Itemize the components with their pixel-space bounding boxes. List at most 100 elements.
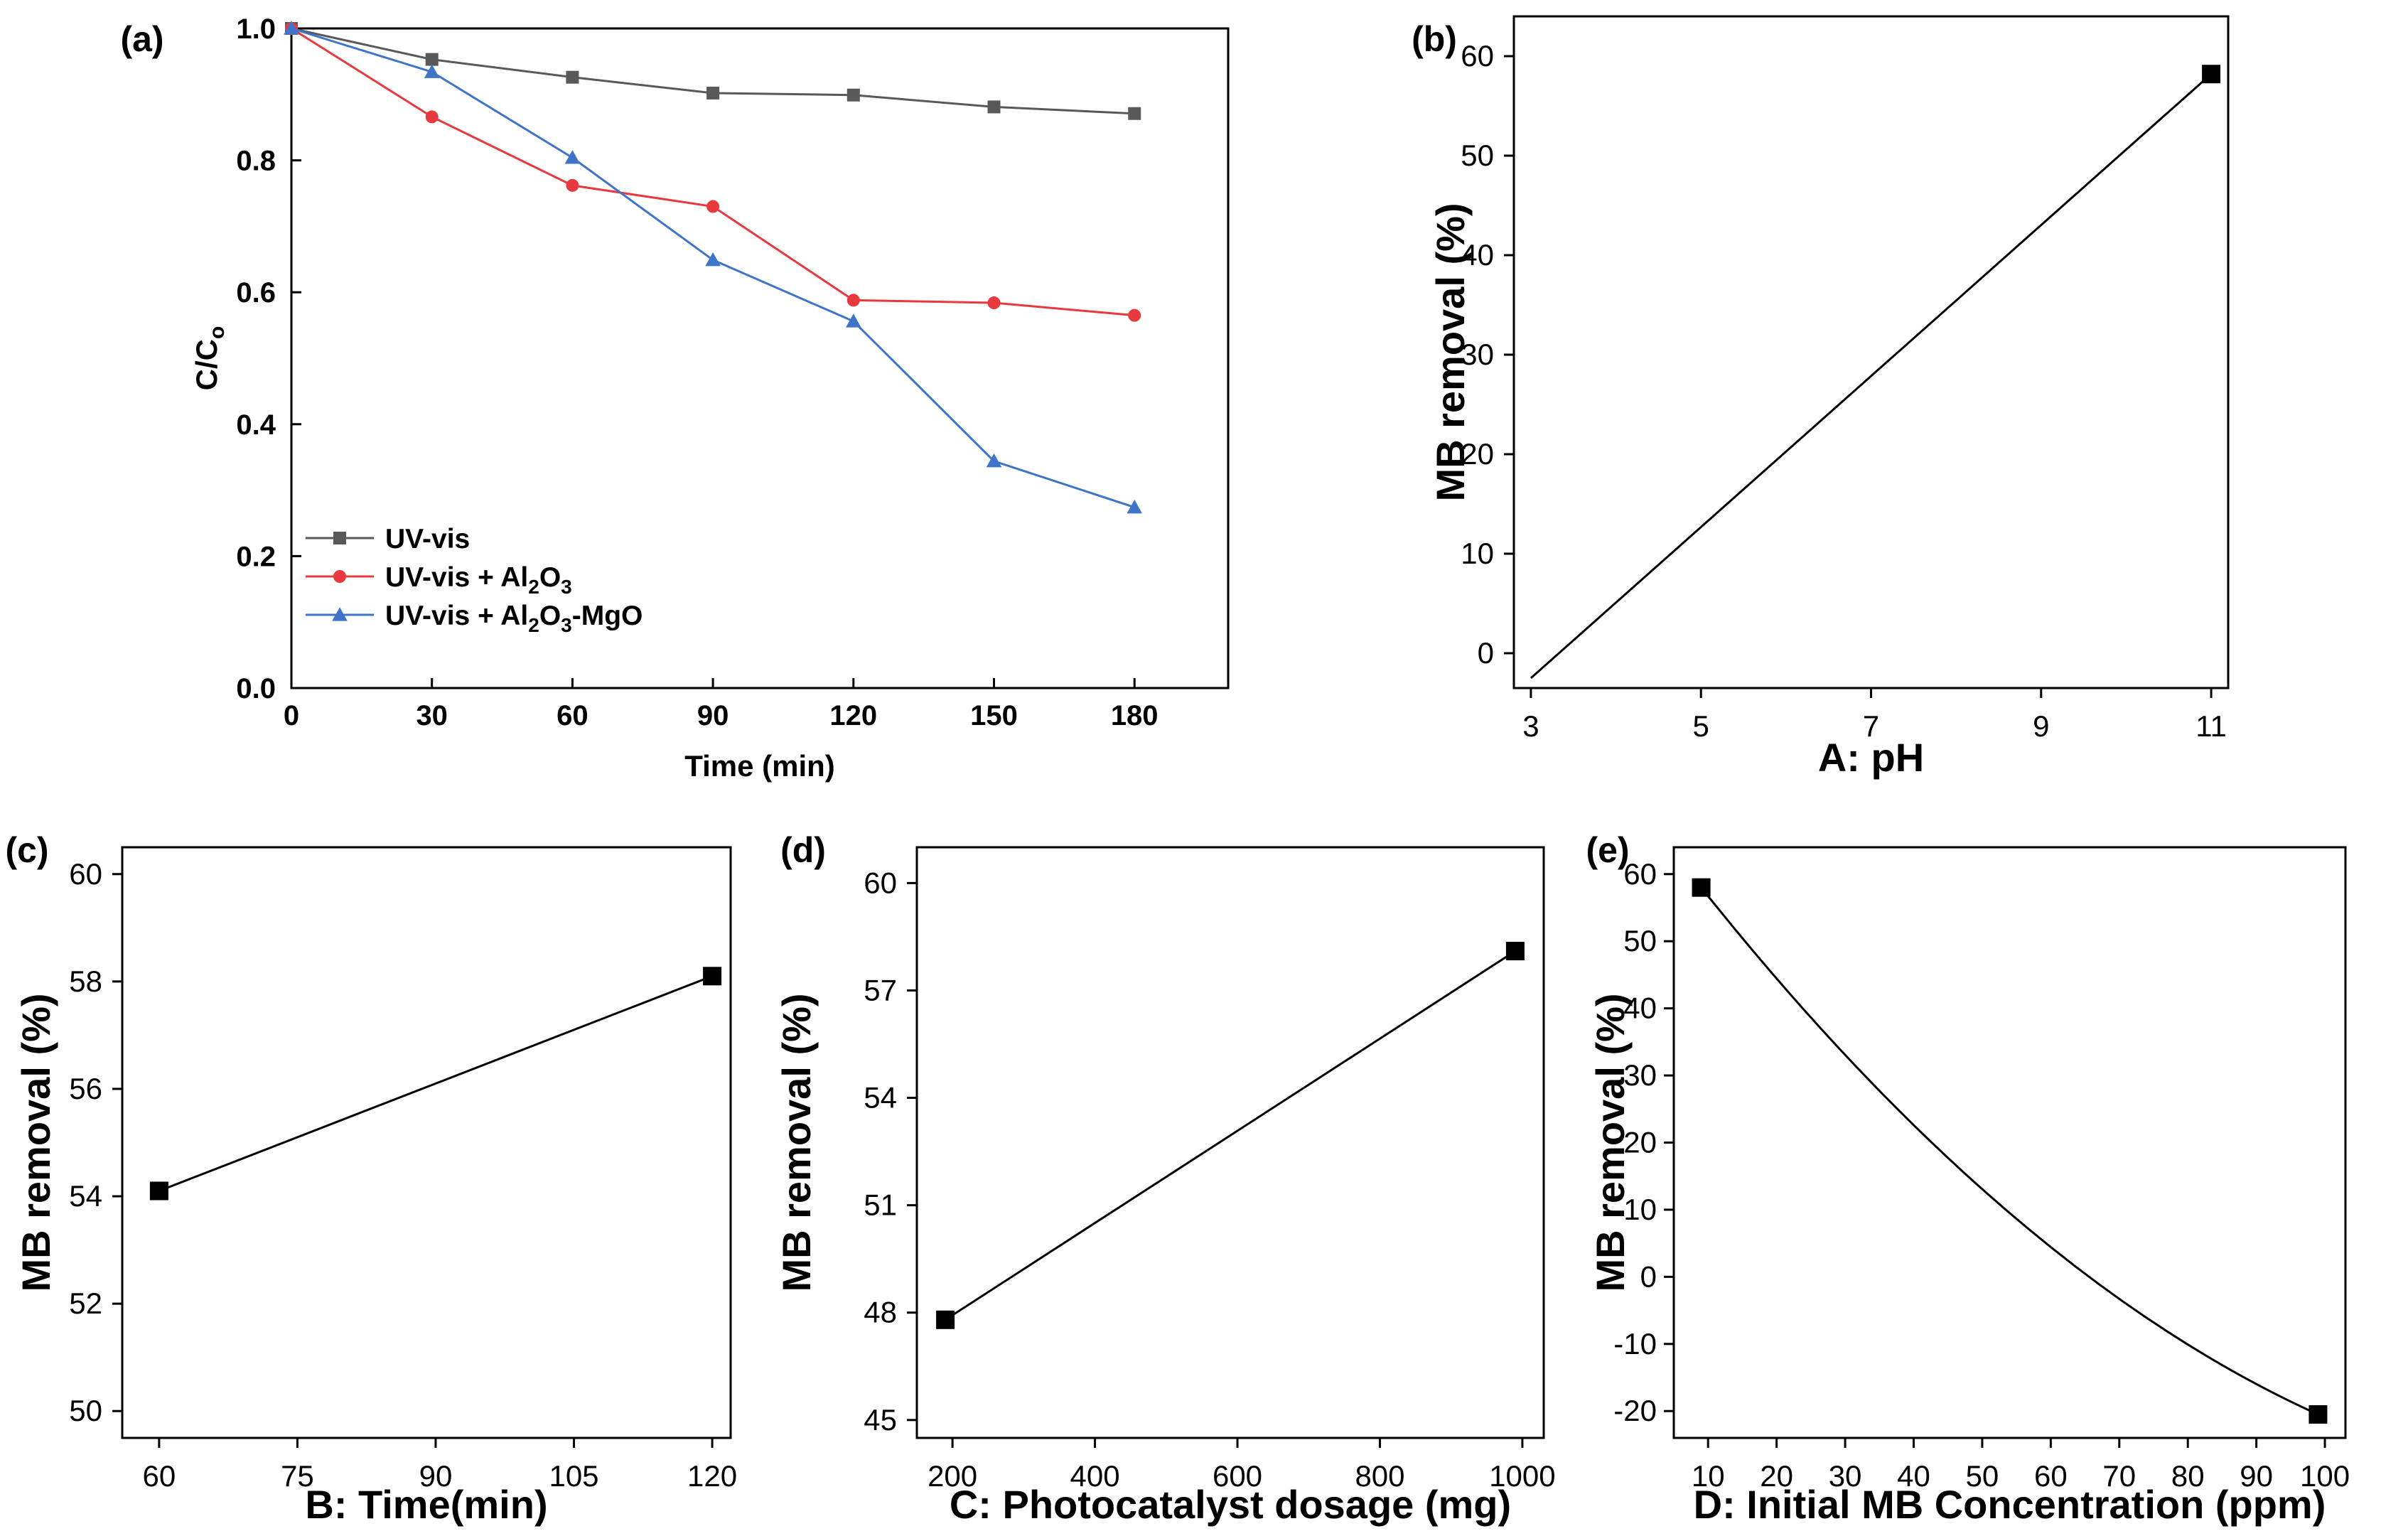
- data-point: [1505, 942, 1525, 961]
- data-point: [425, 110, 439, 124]
- x-tick-label: 100: [2300, 1459, 2350, 1493]
- y-tick-label: 50: [1623, 924, 1657, 957]
- y-tick-label: 54: [69, 1179, 102, 1213]
- y-tick-label: 20: [1623, 1126, 1657, 1159]
- data-point: [566, 178, 579, 192]
- x-tick-label: 400: [1070, 1459, 1120, 1493]
- data-point: [566, 70, 579, 84]
- data-point: [1128, 308, 1141, 322]
- y-axis-title: C/Co: [190, 326, 229, 391]
- x-tick-label: 9: [2033, 709, 2049, 743]
- legend-entry-part: UV-vis: [385, 524, 470, 554]
- x-tick-label: 50: [1966, 1459, 1999, 1493]
- x-tick-label: 200: [928, 1459, 977, 1493]
- data-point: [703, 967, 722, 986]
- data-point: [986, 453, 1002, 468]
- x-tick-label: 30: [416, 700, 448, 731]
- data-point: [1692, 878, 1711, 897]
- x-tick-label: 75: [281, 1459, 314, 1493]
- y-tick-label: 60: [69, 857, 102, 891]
- y-tick-label: 58: [69, 965, 102, 998]
- y-tick-label: 30: [1623, 1058, 1657, 1092]
- x-tick-label: 60: [2034, 1459, 2068, 1493]
- legend-entry-part: UV-vis + Al: [385, 601, 528, 631]
- x-tick-label: 0: [284, 700, 299, 731]
- series-line: [291, 27, 1135, 115]
- legend-entry: UV-vis + Al2O3: [385, 562, 572, 598]
- y-tick-label: 56: [69, 1072, 102, 1105]
- data-point: [284, 21, 299, 35]
- x-axis-title: D: Initial MB Concentration (ppm): [1694, 1482, 2326, 1527]
- y-axis-title-sub: o: [205, 326, 229, 339]
- y-tick-label: 50: [69, 1394, 102, 1427]
- legend-entry-part: 3: [561, 576, 572, 598]
- y-tick-label: 20: [1461, 437, 1494, 471]
- y-tick-label: 10: [1461, 537, 1494, 570]
- panel-d: (d) 200 400 600 800 1000 45 48 51 54 57 60 C: Photoc…: [774, 830, 1556, 1527]
- y-tick-label: -20: [1613, 1394, 1657, 1427]
- y-tick-label: 0: [1640, 1260, 1657, 1293]
- legend-entry-part: 2: [528, 576, 539, 598]
- x-axis-title: C: Photocatalyst dosage (mg): [950, 1482, 1511, 1527]
- data-point: [846, 313, 861, 328]
- y-tick-label: 0.4: [236, 409, 276, 441]
- y-tick-label: 10: [1623, 1193, 1657, 1226]
- x-tick-label: 80: [2171, 1459, 2205, 1493]
- data-point: [846, 294, 860, 307]
- data-point: [987, 296, 1001, 310]
- y-tick-label: 1.0: [236, 14, 276, 45]
- x-tick-label: 600: [1213, 1459, 1262, 1493]
- y-tick-label: 30: [1461, 338, 1494, 371]
- x-tick-label: 1000: [1489, 1459, 1555, 1493]
- y-tick-label: 0: [1478, 636, 1494, 670]
- series-line: [291, 27, 1135, 509]
- fit-curve: [1700, 886, 2319, 1416]
- plot-frame: [1512, 15, 2230, 689]
- data-point: [1127, 499, 1142, 514]
- y-tick-label: 51: [864, 1188, 897, 1222]
- y-axis-title: MB removal (%): [14, 993, 58, 1291]
- x-tick-label: 60: [143, 1459, 176, 1493]
- legend-entry: UV-vis + Al2O3-MgO: [385, 601, 643, 636]
- data-point: [333, 570, 346, 583]
- data-point: [846, 88, 860, 102]
- y-tick-label: 45: [864, 1403, 897, 1436]
- y-axis-title: MB removal (%): [1588, 993, 1633, 1291]
- x-tick-label: 120: [687, 1459, 737, 1493]
- y-tick-label: 60: [1623, 857, 1657, 891]
- data-point: [987, 100, 1001, 114]
- panel-label: (b): [1412, 19, 1457, 59]
- panel-e: (e) 10 20 30 40 50 60 70 80 90 100 -20 -10 0 10 20 30 40 5…: [1586, 830, 2350, 1527]
- plot-frame: [1672, 846, 2347, 1439]
- x-axis-title: Time (min): [684, 749, 835, 783]
- y-tick-label: 52: [69, 1287, 102, 1320]
- fit-line: [1530, 73, 2213, 680]
- panel-label: (c): [5, 830, 48, 870]
- panel-a: (a) 0 30 60 90 120 150 180 0.0 0.2 0.4 0.6 0.8 1.0 Tim…: [120, 14, 1230, 783]
- x-tick-label: 40: [1897, 1459, 1930, 1493]
- y-tick-label: 48: [864, 1296, 897, 1329]
- x-tick-label: 105: [549, 1459, 598, 1493]
- data-point: [564, 150, 581, 164]
- x-axis-title: A: pH: [1818, 735, 1924, 780]
- legend-entry-part: O: [539, 562, 561, 593]
- y-axis-title-main: C/C: [190, 339, 223, 390]
- x-tick-label: 180: [1111, 700, 1159, 731]
- x-axis-title: B: Time(min): [305, 1482, 547, 1527]
- data-point: [333, 532, 346, 544]
- data-point: [706, 86, 720, 100]
- y-tick-label: 54: [864, 1081, 897, 1115]
- y-axis-title: MB removal (%): [1428, 203, 1473, 501]
- fit-line: [945, 950, 1516, 1321]
- x-tick-label: 30: [1829, 1459, 1862, 1493]
- legend-entry-part: 3: [561, 614, 572, 636]
- data-point: [2202, 65, 2221, 84]
- y-tick-label: 60: [1461, 39, 1494, 72]
- x-tick-label: 70: [2102, 1459, 2136, 1493]
- plot-frame: [121, 846, 732, 1439]
- panel-label: (d): [780, 830, 826, 870]
- data-point: [2308, 1405, 2328, 1424]
- y-tick-label: 0.8: [236, 146, 276, 177]
- data-point: [936, 1310, 955, 1329]
- panel-b: (b) 3 5 7 9 11 0 10 20 30 40 50 60 A: pH MB removal (%…: [1412, 15, 2230, 780]
